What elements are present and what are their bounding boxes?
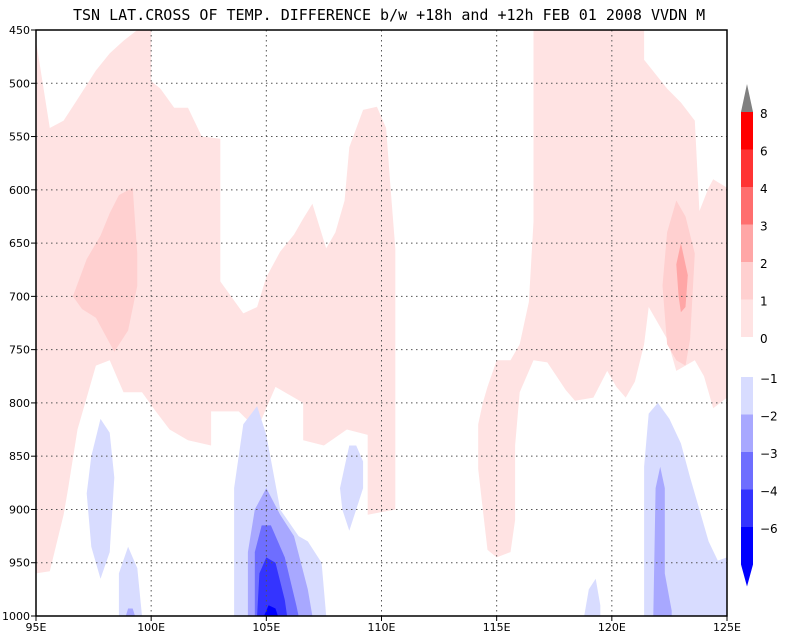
legend-swatch-negative [741,452,753,490]
x-tick-label: 115E [483,621,511,634]
contour-region-0 [36,30,396,574]
contour-region-15 [257,557,288,616]
contour-region-13 [125,608,135,616]
contour-region-9 [584,578,601,616]
legend-label-positive: 6 [760,145,768,159]
legend-label-positive: 8 [760,107,768,121]
legend-over-triangle [741,84,753,112]
y-tick-label: 750 [9,344,30,357]
y-tick-label: 450 [9,24,30,37]
x-tick-label: 95E [26,621,47,634]
y-tick-label: 700 [9,290,30,303]
legend-swatch-positive [741,224,753,262]
y-tick-label: 1000 [2,610,30,623]
x-tick-label: 125E [713,621,741,634]
legend-swatch-positive [741,337,753,375]
y-tick-label: 650 [9,237,30,250]
chart-title: TSN LAT.CROSS OF TEMP. DIFFERENCE b/w +1… [73,6,705,24]
grid-lines [36,30,727,616]
contour-region-8 [340,445,364,531]
legend-swatch-negative [741,414,753,452]
y-tick-label: 950 [9,557,30,570]
legend-swatch-negative [741,489,753,527]
x-tick-label: 105E [252,621,280,634]
legend-label-negative: −4 [760,485,778,499]
x-axis: 95E 100E 105E 110E 115E 120E 125E [26,616,741,634]
contour-region-16 [264,605,278,616]
y-tick-label: 850 [9,450,30,463]
legend-swatch-negative [741,377,753,415]
legend-swatch-positive [741,262,753,300]
y-tick-label: 500 [9,77,30,90]
legend-label-positive: 0 [760,332,768,346]
x-tick-label: 100E [137,621,165,634]
legend-label-negative: −1 [760,372,778,386]
legend-label-positive: 2 [760,257,768,271]
legend-swatch-negative [741,527,753,565]
contour-region-4 [676,243,688,313]
contour-region-5 [86,418,115,579]
legend-label-negative: −6 [760,522,778,536]
legend-label-negative: −3 [760,447,778,461]
contour-region-6 [118,546,142,616]
legend-swatch-positive [741,149,753,187]
contour-region-2 [72,187,138,352]
legend-swatch-positive [741,112,753,150]
legend-label-positive: 1 [760,295,768,309]
legend-label-negative: −2 [760,410,778,424]
x-tick-label: 120E [598,621,626,634]
legend-swatch-positive [741,187,753,225]
contour-regions [36,30,727,616]
legend-label-positive: 4 [760,182,768,196]
colorbar-legend: 8 6 4 3 2 1 0 −1 −2 −3 −4 −6 [741,84,778,587]
contour-region-1 [478,30,727,558]
y-tick-label: 800 [9,397,30,410]
legend-label-positive: 3 [760,220,768,234]
y-axis: 450 500 550 600 650 700 750 800 850 900 950 1000 [2,24,36,623]
y-tick-label: 550 [9,131,30,144]
legend-under-triangle [741,564,753,587]
y-tick-label: 900 [9,503,30,516]
legend-swatch-positive [741,299,753,337]
y-tick-label: 600 [9,184,30,197]
x-tick-label: 110E [368,621,396,634]
contour-region-12 [653,466,672,616]
